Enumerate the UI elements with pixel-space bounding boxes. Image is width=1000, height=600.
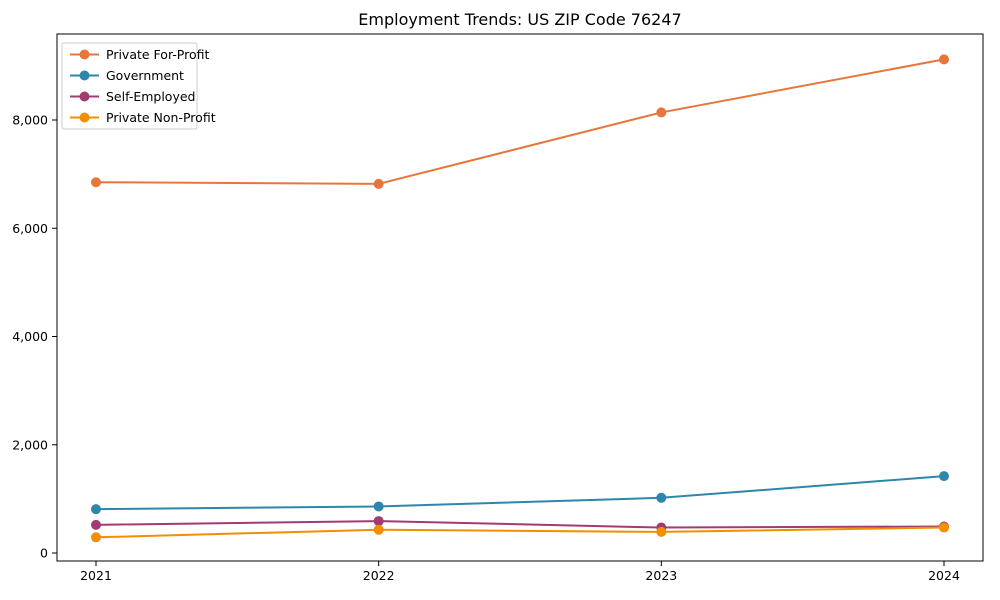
data-point-government-2023 — [656, 492, 667, 503]
data-point-self-employed-2022 — [373, 516, 384, 527]
y-tick-label: 4,000 — [12, 329, 48, 344]
legend-box — [61, 42, 198, 130]
series-line-private-non-profit — [95, 526, 945, 539]
data-point-private-non-profit-2021 — [91, 532, 101, 543]
y-tick-label: 0 — [40, 546, 48, 561]
data-point-government-2024 — [939, 471, 949, 482]
legend-label-self-employed: Self-Employed — [106, 89, 195, 104]
data-point-private-for-profit-2023 — [656, 107, 667, 118]
data-point-government-2021 — [91, 504, 101, 515]
legend-marker-private-non-profit — [79, 112, 90, 123]
data-point-private-non-profit-2022 — [373, 524, 384, 535]
legend-marker-self-employed — [79, 91, 90, 102]
chart-title: Employment Trends: US ZIP Code 76247 — [358, 10, 681, 29]
data-point-private-non-profit-2024 — [939, 522, 949, 533]
data-point-private-for-profit-2024 — [939, 54, 949, 65]
x-tick-label: 2024 — [928, 568, 960, 583]
y-tick-label: 6,000 — [12, 221, 48, 236]
x-tick-label: 2023 — [645, 568, 677, 583]
x-tick-label: 2022 — [363, 568, 395, 583]
data-point-private-for-profit-2022 — [373, 178, 384, 189]
y-tick-label: 2,000 — [12, 437, 48, 452]
data-point-self-employed-2021 — [91, 519, 101, 530]
axis-spines — [56, 33, 984, 562]
x-tick-label: 2021 — [80, 568, 112, 583]
legend-label-private-non-profit: Private Non-Profit — [106, 110, 216, 125]
legend-label-government: Government — [106, 68, 184, 83]
y-tick-label: 8,000 — [12, 113, 48, 128]
data-point-government-2022 — [373, 501, 384, 512]
series-line-government — [95, 475, 945, 511]
legend-marker-government — [79, 70, 90, 81]
legend-marker-private-for-profit — [79, 49, 90, 60]
data-point-private-non-profit-2023 — [656, 526, 667, 537]
data-point-private-for-profit-2021 — [91, 177, 101, 188]
series-line-private-for-profit — [95, 58, 945, 185]
plot-area: 0 2,000 4,000 6,000 8,000 2021 2022 2023 2024 Pri… — [12, 33, 984, 583]
legend-label-private-for-profit: Private For-Profit — [106, 47, 209, 62]
series-line-self-employed — [95, 520, 945, 529]
